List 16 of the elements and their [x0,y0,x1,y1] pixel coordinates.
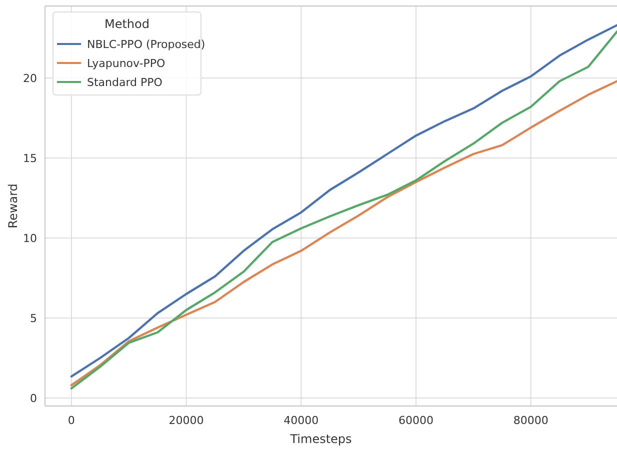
x-tick-label: 0 [68,414,75,427]
y-tick-label: 0 [30,392,37,405]
legend-label: Standard PPO [87,76,163,89]
y-tick-label: 10 [23,232,37,245]
y-tick-label: 5 [30,312,37,325]
x-tick-label: 60000 [398,414,434,427]
x-tick-label: 80000 [513,414,548,427]
legend-label: NBLC-PPO (Proposed) [87,38,206,51]
y-axis-title: Reward [6,184,20,228]
y-tick-label: 20 [23,72,37,85]
x-tick-label: 20000 [168,414,204,427]
x-tick-label: 40000 [284,414,319,427]
legend-title: Method [104,17,150,31]
legend-label: Lyapunov-PPO [87,57,166,70]
y-tick-label: 15 [23,152,37,165]
x-axis-title: Timesteps [289,432,352,446]
